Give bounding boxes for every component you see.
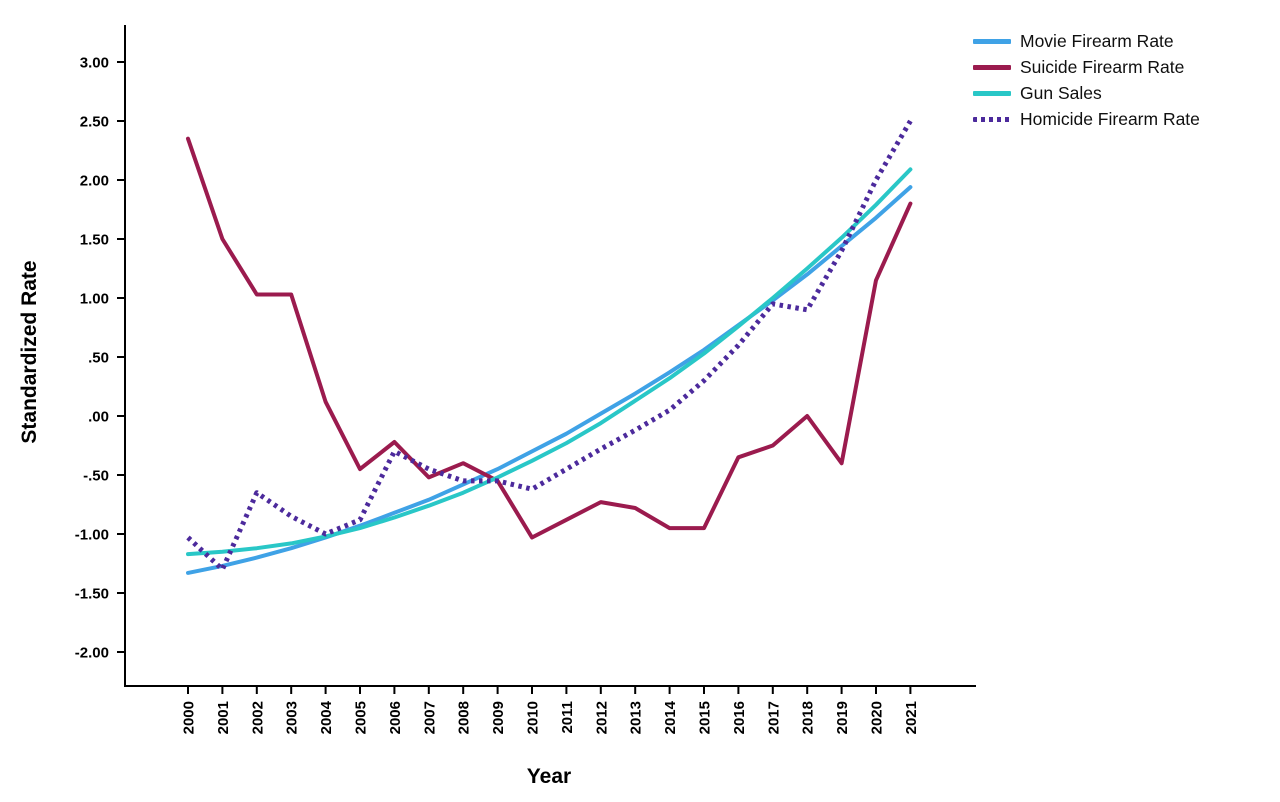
- y-tick-label: 1.00: [80, 291, 109, 308]
- series-line-homicide-firearm-rate: [186, 119, 913, 572]
- legend-item: Homicide Firearm Rate: [973, 109, 1200, 129]
- y-axis-title: Standardized Rate: [18, 260, 41, 444]
- x-tick-label: 2015: [697, 701, 714, 734]
- x-tick-label: 2007: [421, 701, 438, 734]
- y-tick-label: 2.00: [80, 173, 109, 190]
- legend-label: Movie Firearm Rate: [1020, 30, 1174, 51]
- legend-item: Movie Firearm Rate: [973, 31, 1200, 51]
- x-tick-label: 2018: [800, 701, 817, 734]
- legend-item: Suicide Firearm Rate: [973, 57, 1200, 77]
- legend: Movie Firearm Rate Suicide Firearm Rate Gu…: [973, 31, 1200, 129]
- y-tick-label: -1.50: [75, 586, 109, 603]
- legend-item: Gun Sales: [973, 83, 1200, 103]
- y-tick-label: -2.00: [75, 645, 109, 662]
- x-tick-label: 2008: [456, 701, 473, 734]
- x-tick-label: 2009: [490, 701, 507, 734]
- legend-label: Gun Sales: [1020, 82, 1102, 103]
- series-line-movie-firearm-rate: [186, 185, 913, 575]
- legend-label: Homicide Firearm Rate: [1020, 108, 1200, 129]
- y-tick-label: 2.50: [80, 114, 109, 131]
- y-tick-label: 3.00: [80, 55, 109, 72]
- x-tick-label: 2001: [215, 701, 232, 734]
- series-line-gun-sales: [186, 167, 913, 557]
- y-tick-label: -1.00: [75, 527, 109, 544]
- y-tick-label: .50: [88, 350, 109, 367]
- x-tick-label: 2004: [318, 700, 335, 734]
- x-tick-label: 2011: [559, 701, 576, 734]
- x-tick-label: 2012: [593, 701, 610, 734]
- y-tick-label: -.50: [83, 468, 109, 485]
- x-axis-title: Year: [526, 765, 572, 788]
- x-tick-label: 2014: [662, 700, 679, 734]
- x-tick-label: 2006: [387, 701, 404, 734]
- x-tick-label: 2021: [903, 701, 920, 734]
- x-tick-label: 2017: [765, 701, 782, 734]
- x-tick-label: 2019: [834, 701, 851, 734]
- x-tick-label: 2000: [181, 701, 198, 734]
- y-tick-label: 1.50: [80, 232, 109, 249]
- x-tick-label: 2020: [869, 701, 886, 734]
- legend-label: Suicide Firearm Rate: [1020, 56, 1185, 77]
- series-line-suicide-firearm-rate: [186, 136, 913, 540]
- x-tick-label: 2002: [249, 701, 266, 734]
- legend-swatch-solid-line: [973, 64, 1011, 70]
- legend-swatch-solid-line: [973, 90, 1011, 96]
- legend-swatch-solid-line: [973, 38, 1011, 44]
- x-tick-label: 2010: [525, 701, 542, 734]
- x-tick-label: 2003: [284, 701, 301, 734]
- x-tick-label: 2016: [731, 701, 748, 734]
- x-tick-label: 2005: [353, 701, 370, 734]
- x-tick-label: 2013: [628, 701, 645, 734]
- y-tick-label: .00: [88, 409, 109, 426]
- legend-swatch-dotted-line: [973, 116, 1011, 122]
- axis-lines: [124, 25, 976, 687]
